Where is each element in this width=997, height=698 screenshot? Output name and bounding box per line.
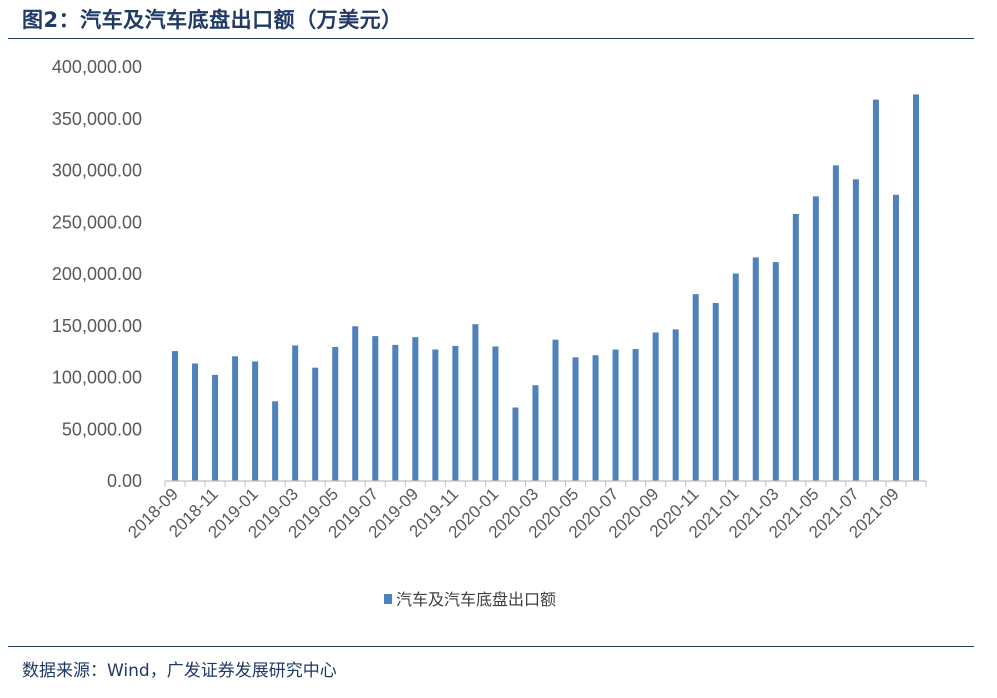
bar <box>812 196 819 481</box>
y-tick-label: 300,000.00 <box>52 161 142 181</box>
bar <box>192 363 199 481</box>
bar <box>792 213 799 481</box>
bar <box>732 273 739 481</box>
bar <box>312 367 319 481</box>
bar <box>872 99 879 481</box>
bar-chart: 0.00 50,000.00 100,000.00 150,000.00 200,000… <box>52 57 927 609</box>
bar <box>852 179 859 482</box>
bar <box>512 407 519 481</box>
y-tick-label: 350,000.00 <box>52 109 142 129</box>
bar <box>532 385 539 481</box>
bar <box>172 351 179 481</box>
bar <box>772 262 779 481</box>
bar <box>912 94 919 482</box>
bar <box>232 356 239 481</box>
bar <box>692 294 699 481</box>
bar <box>212 374 219 481</box>
legend: 汽车及汽车底盘出口额 <box>384 590 556 609</box>
bar <box>452 345 459 481</box>
y-tick-label: 0.00 <box>107 471 142 491</box>
header-divider <box>8 38 974 39</box>
bar <box>472 324 479 481</box>
y-tick-label: 100,000.00 <box>52 368 142 388</box>
y-tick-label: 150,000.00 <box>52 316 142 336</box>
bar <box>752 257 759 481</box>
bar <box>892 194 899 481</box>
y-axis-ticks: 0.00 50,000.00 100,000.00 150,000.00 200,000… <box>52 57 142 491</box>
y-tick-label: 400,000.00 <box>52 57 142 77</box>
chart-title: 图2：汽车及汽车底盘出口额（万美元） <box>22 8 403 32</box>
bar <box>332 346 339 481</box>
bar <box>412 337 419 481</box>
bar <box>612 349 619 481</box>
bar <box>652 332 659 481</box>
bar <box>252 361 259 481</box>
source-note: 数据来源：Wind，广发证券发展研究中心 <box>22 661 337 681</box>
bar <box>592 355 599 481</box>
y-tick-label: 200,000.00 <box>52 264 142 284</box>
bar <box>572 357 579 481</box>
y-tick-label: 250,000.00 <box>52 212 142 232</box>
bar <box>712 302 719 481</box>
bar <box>392 344 399 481</box>
bar <box>292 345 299 481</box>
y-tick-label: 50,000.00 <box>62 419 142 439</box>
bar <box>432 349 439 481</box>
legend-label: 汽车及汽车底盘出口额 <box>396 590 556 609</box>
legend-swatch <box>384 594 392 604</box>
bar <box>492 346 499 481</box>
x-axis-ticks: 2018-092018-112019-012019-032019-052019-… <box>124 484 902 542</box>
bar <box>552 339 559 481</box>
bars <box>172 94 919 482</box>
bar <box>372 336 379 481</box>
bar <box>672 329 679 481</box>
footer-divider <box>8 646 974 647</box>
bar <box>272 401 279 481</box>
bar <box>352 326 359 481</box>
x-axis-tickmarks <box>164 481 927 487</box>
bar <box>632 349 639 481</box>
bar <box>832 165 839 481</box>
